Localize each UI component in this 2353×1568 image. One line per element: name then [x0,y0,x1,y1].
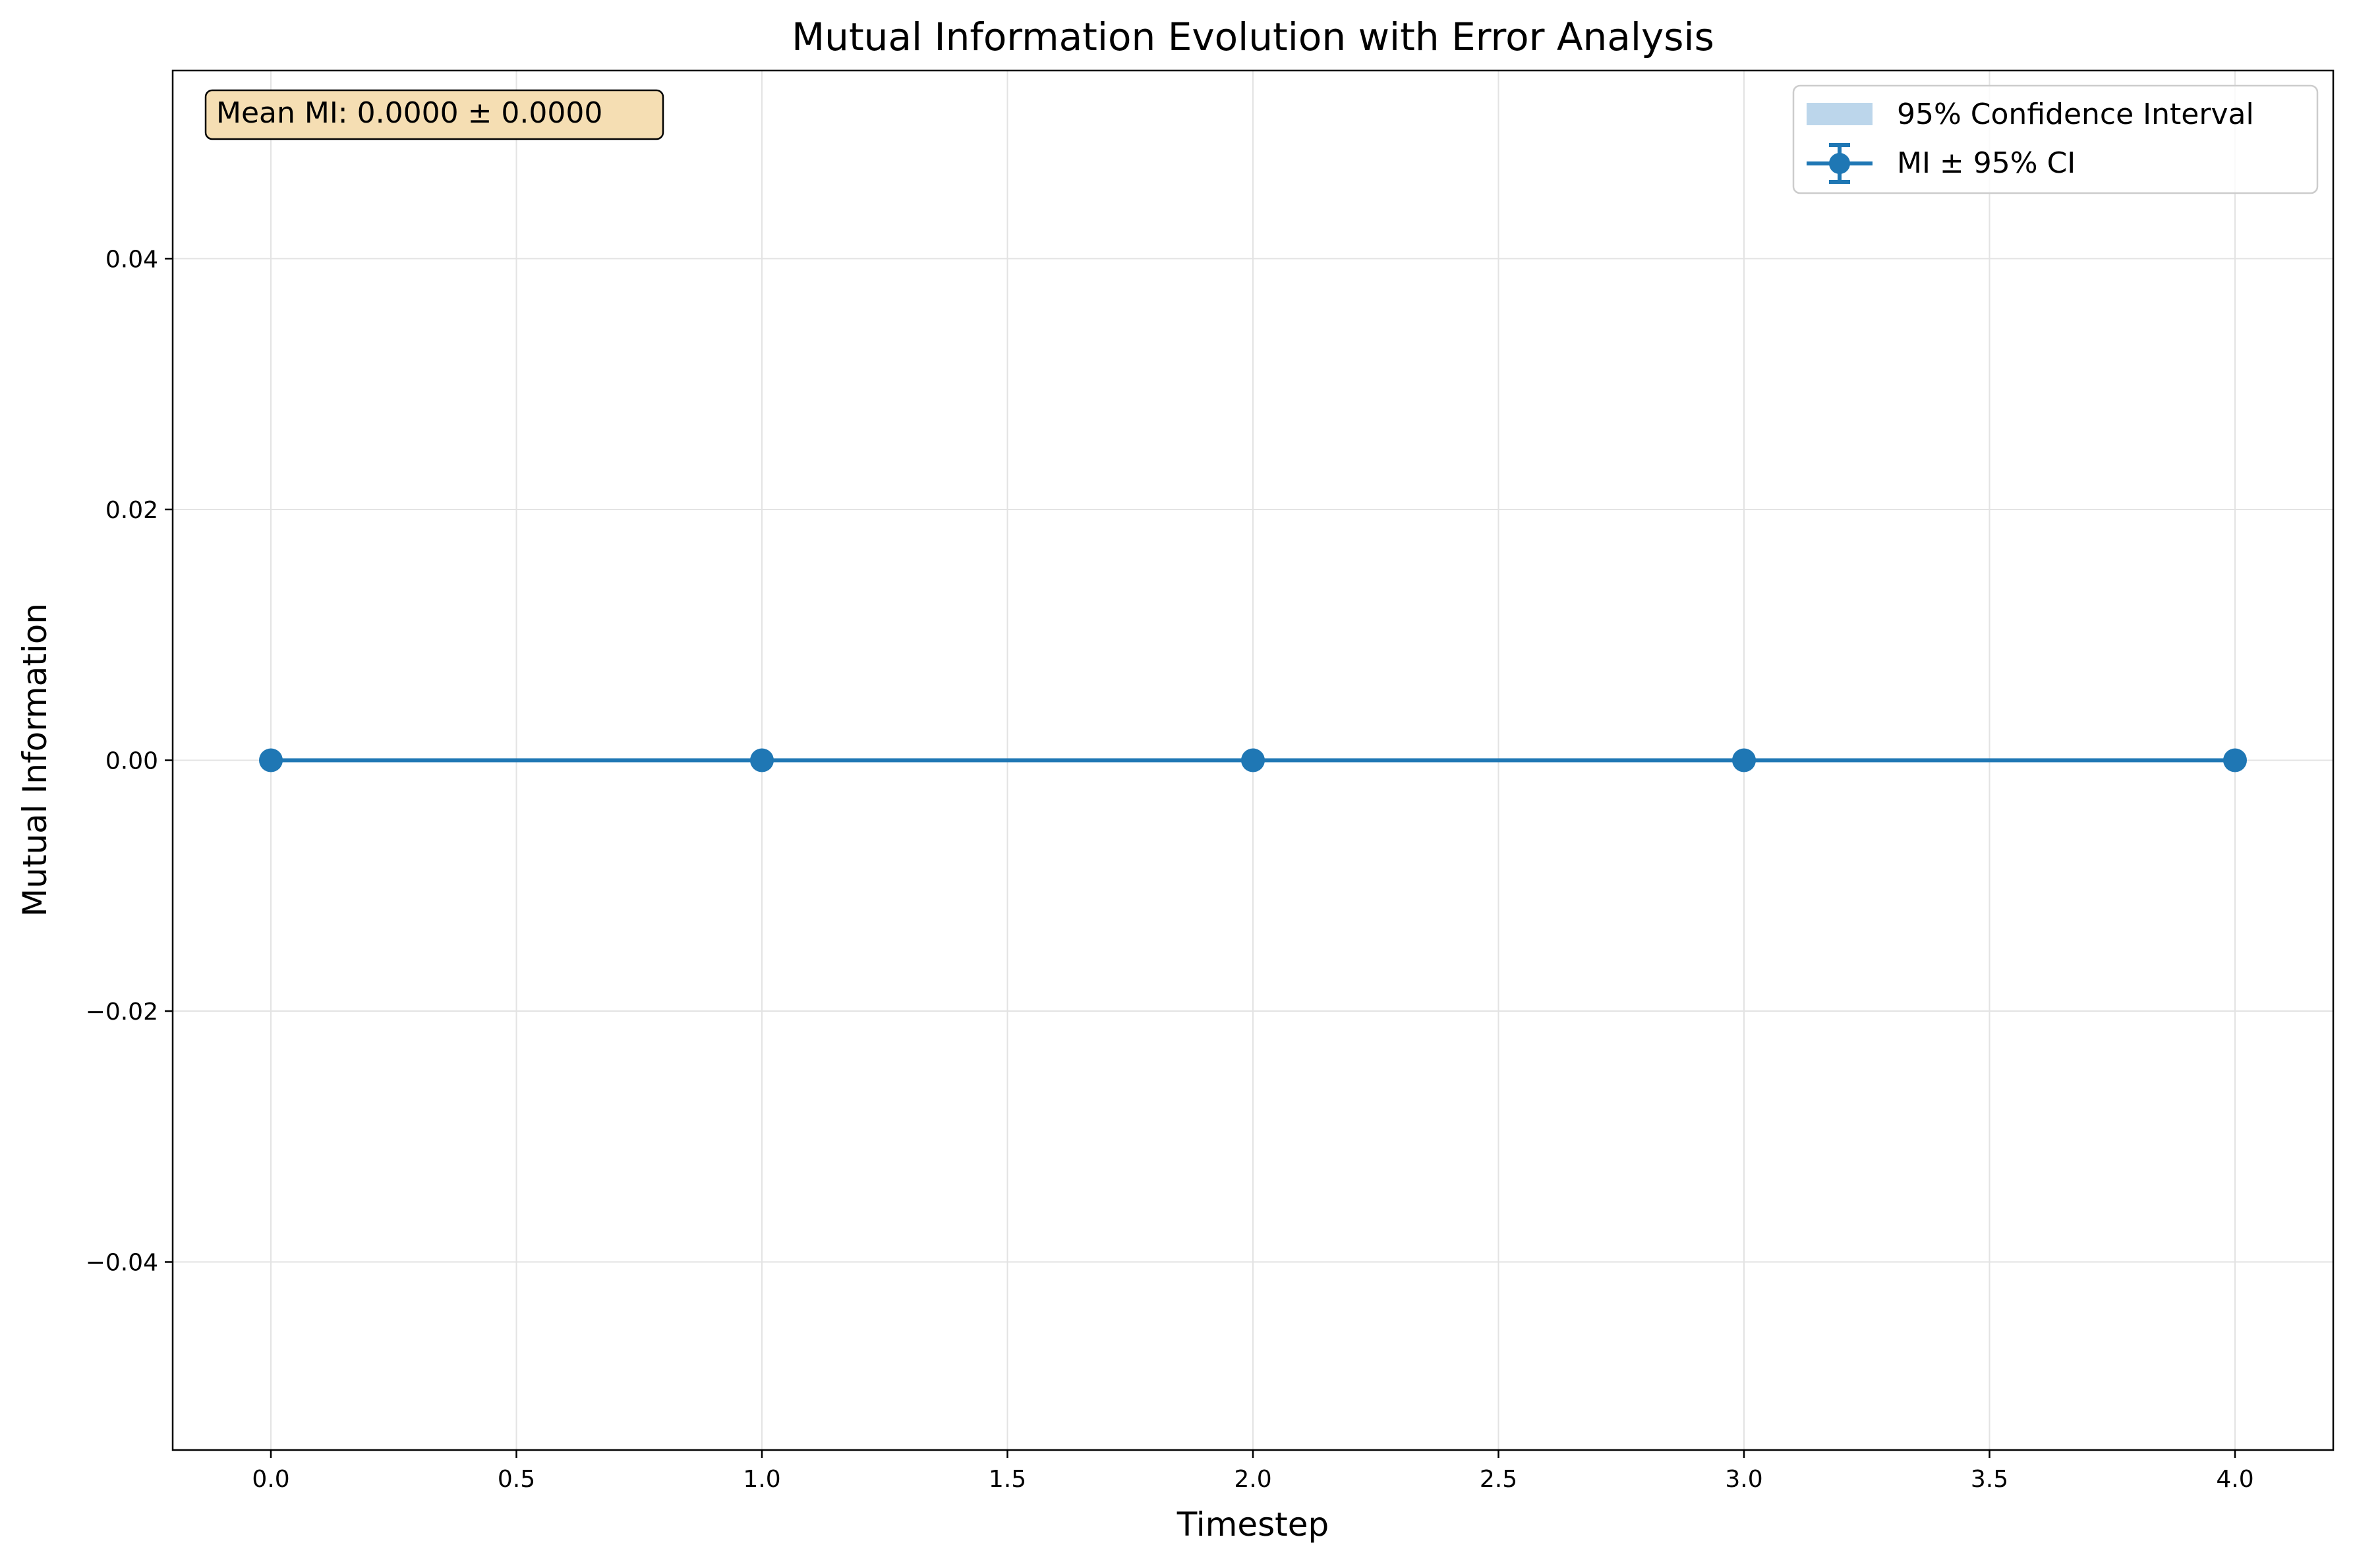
data-point [1732,748,1756,772]
legend-label-confidence-interval: 95% Confidence Interval [1897,98,2254,131]
x-tick-label: 3.0 [1725,1466,1762,1493]
annotation-text: Mean MI: 0.0000 ± 0.0000 [216,96,602,130]
data-point [1241,748,1265,772]
x-axis-label: Timestep [1176,1505,1329,1544]
y-tick-label: −0.02 [86,999,158,1026]
y-axis-ticks: −0.04 −0.02 0.00 0.02 0.04 [86,246,173,1277]
legend-label-series: MI ± 95% CI [1897,146,2076,180]
legend-frame [1792,84,2319,194]
legend-band-swatch [1807,103,1873,125]
y-tick-label: 0.02 [105,497,158,524]
series-layer [259,748,2247,772]
x-tick-label: 1.5 [989,1466,1026,1493]
x-tick-label: 4.0 [2216,1466,2253,1493]
mean-mi-annotation: Mean MI: 0.0000 ± 0.0000 [204,89,664,140]
x-tick-label: 2.5 [1480,1466,1517,1493]
chart-title: Mutual Information Evolution with Error … [792,15,1714,59]
x-tick-label: 0.5 [498,1466,535,1493]
data-point [259,748,283,772]
y-tick-label: −0.04 [86,1250,158,1277]
y-axis-label: Mutual Information [16,603,54,917]
legend: 95% Confidence Interval MI ± 95% CI [1792,84,2319,194]
x-axis-ticks: 0.0 0.5 1.0 1.5 2.0 2.5 3.0 3.5 4.0 [252,1450,2254,1493]
y-tick-label: 0.00 [105,748,158,775]
data-point [2223,748,2247,772]
legend-series-dot [1829,153,1850,174]
annotation-box [204,89,664,140]
x-tick-label: 0.0 [252,1466,289,1493]
x-tick-label: 1.0 [743,1466,780,1493]
y-tick-label: 0.04 [105,246,158,273]
x-tick-label: 2.0 [1234,1466,1271,1493]
data-point [750,748,774,772]
x-tick-label: 3.5 [1971,1466,2008,1493]
legend-series-marker [1807,143,1873,184]
